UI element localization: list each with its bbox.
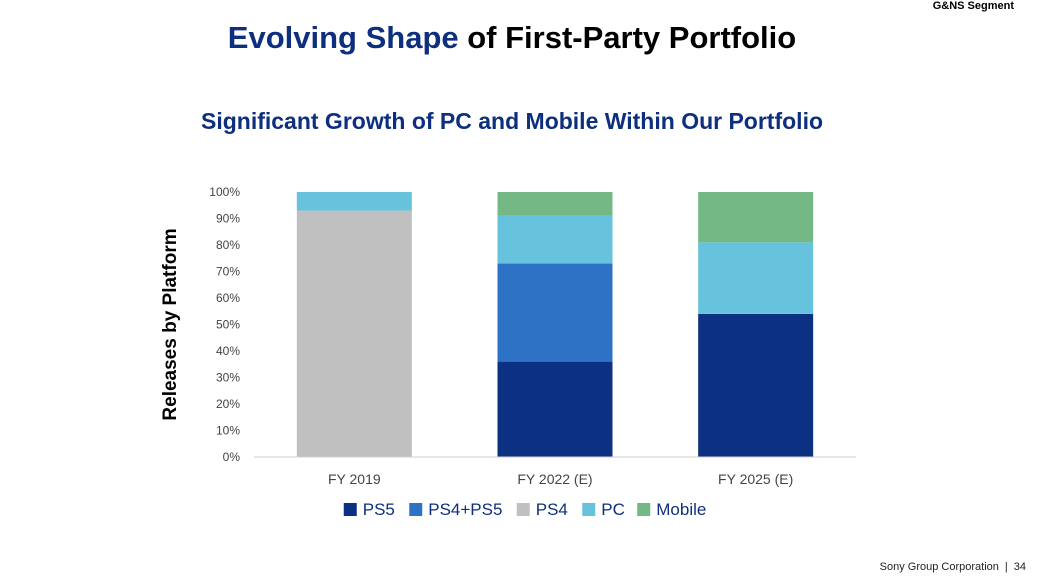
y-tick-label: 90% <box>216 212 240 226</box>
y-tick-label: 30% <box>216 371 240 385</box>
legend-label: PC <box>601 500 625 519</box>
legend-swatch <box>516 503 530 516</box>
page-title-accent: Evolving Shape <box>227 20 459 55</box>
x-tick-label: FY 2025 (E) <box>718 471 793 487</box>
bar-segment <box>497 192 613 216</box>
bar-segment <box>698 313 814 457</box>
bar-segment <box>497 263 613 362</box>
y-tick-label: 40% <box>216 344 240 358</box>
y-axis-label: Releases by Platform <box>160 228 181 420</box>
stacked-bar-chart: 0% 10% 20% 30% 40% 50% 60% 70% 80% 90% 100% Release… <box>160 185 856 519</box>
footer-separator: | <box>1004 561 1008 573</box>
page-title: Evolving Shape of First-Party Portfolio <box>0 20 1024 56</box>
y-tick-label: 70% <box>216 265 240 279</box>
footer-company: Sony Group Corporation <box>879 561 999 573</box>
y-tick-label: 20% <box>216 397 240 411</box>
legend-label: Mobile <box>656 500 706 519</box>
x-tick-label: FY 2022 (E) <box>517 471 592 487</box>
y-tick-label: 0% <box>223 450 241 464</box>
bar-segment <box>698 242 814 314</box>
y-tick-label: 60% <box>216 291 240 305</box>
y-tick-label: 50% <box>216 318 240 332</box>
y-tick-label: 80% <box>216 238 240 252</box>
chart-subtitle: Significant Growth of PC and Mobile With… <box>200 108 824 134</box>
legend-swatch <box>637 503 651 516</box>
bar-segment <box>296 192 412 211</box>
segment-tag: G&NS Segment <box>932 0 1014 12</box>
bar-segment <box>497 215 613 264</box>
legend-label: PS4 <box>536 500 568 519</box>
footer-page-number: 34 <box>1013 561 1026 573</box>
page-title-rest: of First-Party Portfolio <box>458 20 797 55</box>
bar-segment <box>698 192 814 243</box>
bar-segment <box>497 361 613 457</box>
x-tick-label: FY 2019 <box>328 471 381 487</box>
legend-swatch <box>409 503 423 516</box>
legend-swatch <box>582 503 596 516</box>
legend-label: PS5 <box>363 500 395 519</box>
y-tick-label: 10% <box>216 424 240 438</box>
legend-swatch <box>343 503 357 516</box>
y-tick-label: 100% <box>209 185 240 199</box>
legend-label: PS4+PS5 <box>428 500 502 519</box>
footer: Sony Group Corporation | 34 <box>880 561 1026 573</box>
bar-segment <box>296 210 412 457</box>
